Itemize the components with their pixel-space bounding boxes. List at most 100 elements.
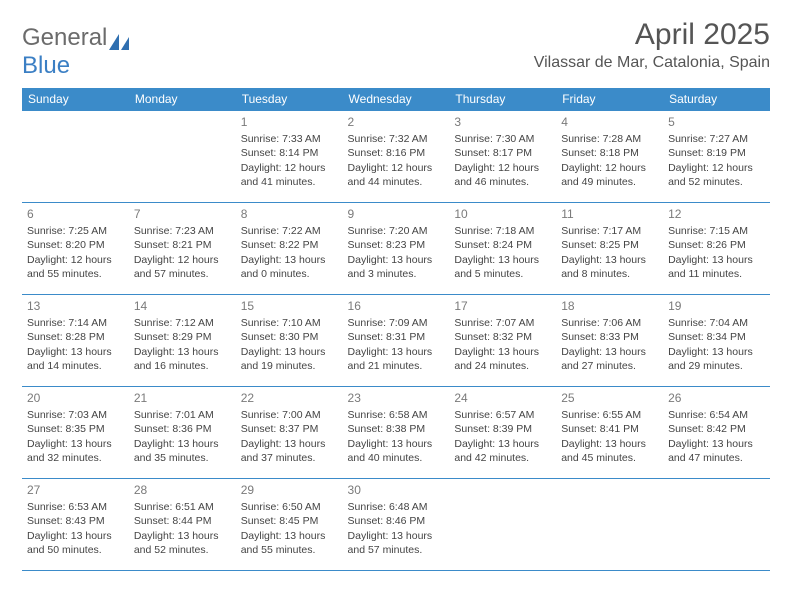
sunset-line: Sunset: 8:36 PM [134, 422, 231, 436]
sunrise-line: Sunrise: 6:51 AM [134, 500, 231, 514]
daylight-line: Daylight: 13 hours and 45 minutes. [561, 437, 658, 465]
sunset-line: Sunset: 8:41 PM [561, 422, 658, 436]
logo: GeneralBlue [22, 24, 131, 80]
daylight-line: Daylight: 13 hours and 27 minutes. [561, 345, 658, 373]
sunset-line: Sunset: 8:32 PM [454, 330, 551, 344]
day-number: 4 [561, 114, 658, 130]
logo-text-blue: Blue [22, 52, 70, 80]
day-number: 18 [561, 298, 658, 314]
sunset-line: Sunset: 8:46 PM [348, 514, 445, 528]
sunrise-line: Sunrise: 7:27 AM [668, 132, 765, 146]
daylight-line: Daylight: 13 hours and 55 minutes. [241, 529, 338, 557]
sunrise-line: Sunrise: 7:06 AM [561, 316, 658, 330]
sunrise-line: Sunrise: 7:00 AM [241, 408, 338, 422]
daylight-line: Daylight: 13 hours and 3 minutes. [348, 253, 445, 281]
title-block: April 2025 Vilassar de Mar, Catalonia, S… [534, 18, 770, 72]
day-number: 13 [27, 298, 124, 314]
day-number: 5 [668, 114, 765, 130]
day-number: 30 [348, 482, 445, 498]
sunset-line: Sunset: 8:37 PM [241, 422, 338, 436]
day-number: 15 [241, 298, 338, 314]
calendar-empty-cell [556, 479, 663, 571]
daylight-line: Daylight: 13 hours and 21 minutes. [348, 345, 445, 373]
sunset-line: Sunset: 8:38 PM [348, 422, 445, 436]
sunset-line: Sunset: 8:30 PM [241, 330, 338, 344]
calendar-day-cell: 29Sunrise: 6:50 AMSunset: 8:45 PMDayligh… [236, 479, 343, 571]
daylight-line: Daylight: 13 hours and 19 minutes. [241, 345, 338, 373]
calendar-day-cell: 10Sunrise: 7:18 AMSunset: 8:24 PMDayligh… [449, 203, 556, 295]
sunrise-line: Sunrise: 7:09 AM [348, 316, 445, 330]
sunset-line: Sunset: 8:14 PM [241, 146, 338, 160]
calendar-empty-cell [449, 479, 556, 571]
day-number: 14 [134, 298, 231, 314]
sunrise-line: Sunrise: 6:53 AM [27, 500, 124, 514]
day-number: 12 [668, 206, 765, 222]
sunrise-line: Sunrise: 6:54 AM [668, 408, 765, 422]
daylight-line: Daylight: 13 hours and 35 minutes. [134, 437, 231, 465]
calendar-table: SundayMondayTuesdayWednesdayThursdayFrid… [22, 88, 770, 571]
sunset-line: Sunset: 8:29 PM [134, 330, 231, 344]
sunset-line: Sunset: 8:25 PM [561, 238, 658, 252]
sunrise-line: Sunrise: 7:20 AM [348, 224, 445, 238]
month-title: April 2025 [534, 18, 770, 52]
day-number: 25 [561, 390, 658, 406]
calendar-day-cell: 26Sunrise: 6:54 AMSunset: 8:42 PMDayligh… [663, 387, 770, 479]
sunset-line: Sunset: 8:18 PM [561, 146, 658, 160]
sunset-line: Sunset: 8:28 PM [27, 330, 124, 344]
calendar-week-row: 13 Sunrise: 7:14 AMSunset: 8:28 PM Dayligh… [22, 295, 770, 387]
calendar-day-cell: 12Sunrise: 7:15 AMSunset: 8:26 PMDayligh… [663, 203, 770, 295]
day-header: Saturday [663, 88, 770, 111]
sunset-line: Sunset: 8:16 PM [348, 146, 445, 160]
daylight-line: Daylight: 13 hours and 5 minutes. [454, 253, 551, 281]
day-number: 17 [454, 298, 551, 314]
calendar-day-cell: 17Sunrise: 7:07 AMSunset: 8:32 PMDayligh… [449, 295, 556, 387]
calendar-body: 1 Sunrise: 7:33 AMSunset: 8:14 PM Daylight… [22, 111, 770, 571]
day-number: 26 [668, 390, 765, 406]
calendar-empty-cell [129, 111, 236, 203]
daylight-line: Daylight: 12 hours and 52 minutes. [668, 161, 765, 189]
day-number: 1 [241, 114, 338, 130]
sunrise-line: Sunrise: 7:14 AM [27, 316, 124, 330]
daylight-line: Daylight: 13 hours and 40 minutes. [348, 437, 445, 465]
daylight-line: Daylight: 13 hours and 8 minutes. [561, 253, 658, 281]
day-number: 9 [348, 206, 445, 222]
calendar-day-cell: 13Sunrise: 7:14 AMSunset: 8:28 PMDayligh… [22, 295, 129, 387]
day-number: 8 [241, 206, 338, 222]
daylight-line: Daylight: 13 hours and 42 minutes. [454, 437, 551, 465]
logo-sail-icon [109, 34, 131, 52]
sunset-line: Sunset: 8:31 PM [348, 330, 445, 344]
sunrise-line: Sunrise: 7:03 AM [27, 408, 124, 422]
sunset-line: Sunset: 8:22 PM [241, 238, 338, 252]
sunset-line: Sunset: 8:23 PM [348, 238, 445, 252]
day-number: 20 [27, 390, 124, 406]
sunset-line: Sunset: 8:19 PM [668, 146, 765, 160]
calendar-day-cell: 4Sunrise: 7:28 AMSunset: 8:18 PMDaylight… [556, 111, 663, 203]
daylight-line: Daylight: 13 hours and 24 minutes. [454, 345, 551, 373]
calendar-day-cell: 24Sunrise: 6:57 AMSunset: 8:39 PMDayligh… [449, 387, 556, 479]
sunrise-line: Sunrise: 6:57 AM [454, 408, 551, 422]
daylight-line: Daylight: 13 hours and 11 minutes. [668, 253, 765, 281]
calendar-day-cell: 9 Sunrise: 7:20 AMSunset: 8:23 PMDaylight… [343, 203, 450, 295]
sunrise-line: Sunrise: 7:18 AM [454, 224, 551, 238]
calendar-header-row: SundayMondayTuesdayWednesdayThursdayFrid… [22, 88, 770, 111]
sunrise-line: Sunrise: 7:28 AM [561, 132, 658, 146]
calendar-day-cell: 6Sunrise: 7:25 AMSunset: 8:20 PMDaylight… [22, 203, 129, 295]
sunset-line: Sunset: 8:21 PM [134, 238, 231, 252]
sunset-line: Sunset: 8:33 PM [561, 330, 658, 344]
sunrise-line: Sunrise: 7:12 AM [134, 316, 231, 330]
calendar-week-row: 6Sunrise: 7:25 AMSunset: 8:20 PMDaylight… [22, 203, 770, 295]
calendar-day-cell: 14Sunrise: 7:12 AMSunset: 8:29 PMDayligh… [129, 295, 236, 387]
daylight-line: Daylight: 12 hours and 44 minutes. [348, 161, 445, 189]
daylight-line: Daylight: 13 hours and 0 minutes. [241, 253, 338, 281]
location-text: Vilassar de Mar, Catalonia, Spain [534, 54, 770, 72]
daylight-line: Daylight: 12 hours and 55 minutes. [27, 253, 124, 281]
sunrise-line: Sunrise: 7:33 AM [241, 132, 338, 146]
calendar-day-cell: 11Sunrise: 7:17 AMSunset: 8:25 PMDayligh… [556, 203, 663, 295]
day-number: 7 [134, 206, 231, 222]
daylight-line: Daylight: 12 hours and 46 minutes. [454, 161, 551, 189]
calendar-day-cell: 20Sunrise: 7:03 AMSunset: 8:35 PMDayligh… [22, 387, 129, 479]
sunrise-line: Sunrise: 7:15 AM [668, 224, 765, 238]
day-number: 21 [134, 390, 231, 406]
day-number: 3 [454, 114, 551, 130]
sunset-line: Sunset: 8:44 PM [134, 514, 231, 528]
